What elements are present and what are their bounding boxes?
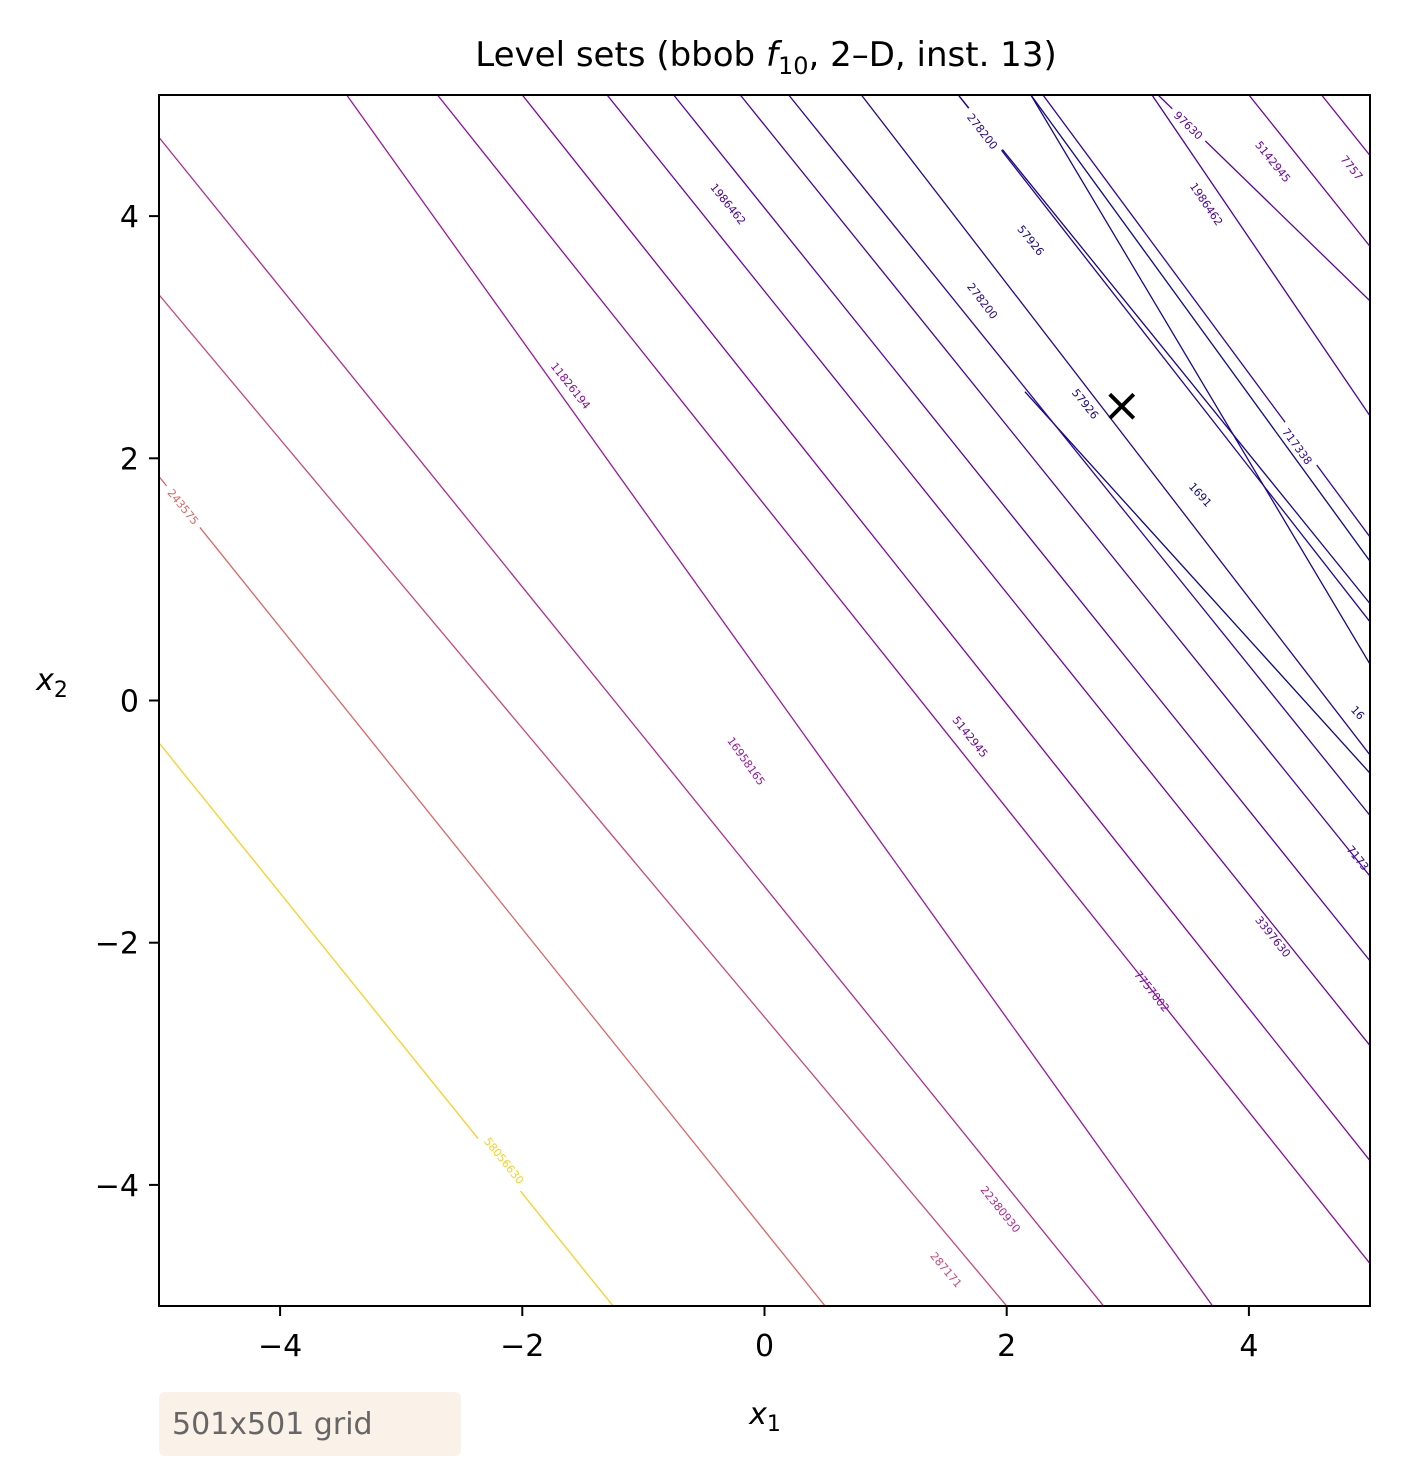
contour-line-28717188-0 — [159, 294, 1008, 1306]
x-axis-label: x1 — [748, 1397, 781, 1437]
contour-label-gap — [959, 105, 1006, 158]
x-tick-label: 0 — [755, 1329, 774, 1364]
contour-label-gap — [476, 1129, 532, 1193]
contour-line-1691-1 — [1024, 391, 1370, 774]
contour-label-gap — [922, 1244, 970, 1296]
contour-line-278200-1 — [957, 95, 1370, 623]
contour-label-gap — [1010, 217, 1052, 264]
contour-label-gap — [973, 1177, 1029, 1241]
contour-label-gap — [160, 480, 207, 533]
chart-title: Level sets (bbob f10, 2–D, inst. 13) — [475, 35, 1056, 80]
x-tick-label: −2 — [500, 1329, 544, 1364]
contour-label-gap — [1182, 174, 1231, 234]
contour-line-58056630-0 — [159, 742, 614, 1306]
optimum-marker — [1108, 392, 1136, 420]
contour-label-gap — [1339, 837, 1370, 879]
x-tick-label: −4 — [258, 1329, 302, 1364]
contour-label-gap — [720, 728, 773, 794]
contour-label-gap — [959, 274, 1006, 327]
contour-line-36243575-0 — [159, 476, 826, 1306]
contour-line-7757002-1 — [1321, 95, 1370, 156]
y-tick-label: 4 — [120, 200, 139, 235]
contour-line-5142945-1 — [1248, 95, 1370, 247]
y-tick-label: 0 — [120, 685, 139, 720]
contour-label-gap — [1247, 133, 1299, 191]
contour-line-3397630-0 — [673, 95, 1370, 962]
contour-label-gap — [1166, 103, 1211, 148]
grid-note-text: 501x501 grid — [172, 1407, 373, 1442]
contour-line-11826194-0 — [436, 95, 1370, 1265]
contour-line-5142945-0 — [606, 95, 1370, 1047]
y-tick-label: 2 — [120, 442, 139, 477]
y-tick-label: −4 — [95, 1169, 139, 1204]
contour-label-gap — [543, 354, 599, 418]
x-tick-label: 2 — [997, 1329, 1016, 1364]
contour-line-278200-0 — [860, 95, 1370, 756]
contour-label-gap — [703, 175, 754, 233]
contour-line-7757002-0 — [521, 95, 1370, 1162]
contour-label-gap — [1343, 698, 1370, 728]
contour-label-gap — [1275, 420, 1320, 473]
contour-line-22380930-0 — [159, 136, 1105, 1306]
contour-label-gap — [1181, 474, 1220, 515]
contour-line-1986462-1 — [1151, 95, 1370, 417]
grid-note-box — [159, 1392, 461, 1456]
contour-label-gap — [945, 708, 996, 766]
grid-resolution-note: 501x501 grid — [159, 1392, 461, 1456]
contour-label-gap — [1064, 380, 1107, 427]
contour-line-1691-0 — [1030, 95, 1370, 562]
contour-line-717338-0 — [788, 95, 1370, 816]
y-axis-label: x2 — [35, 663, 68, 703]
optimum-marker-stroke-b — [1108, 392, 1136, 420]
y-tick-label: −2 — [95, 927, 139, 962]
contour-line-1986462-0 — [739, 95, 1370, 877]
contour-label-gap — [1333, 147, 1370, 188]
contour-label-gap — [1247, 908, 1299, 966]
contour-line-16958165-0 — [346, 95, 1214, 1306]
x-tick-label: 4 — [1239, 1329, 1258, 1364]
contour-line-57926-1 — [1030, 95, 1370, 665]
contour-line-57926-0 — [957, 95, 1370, 605]
